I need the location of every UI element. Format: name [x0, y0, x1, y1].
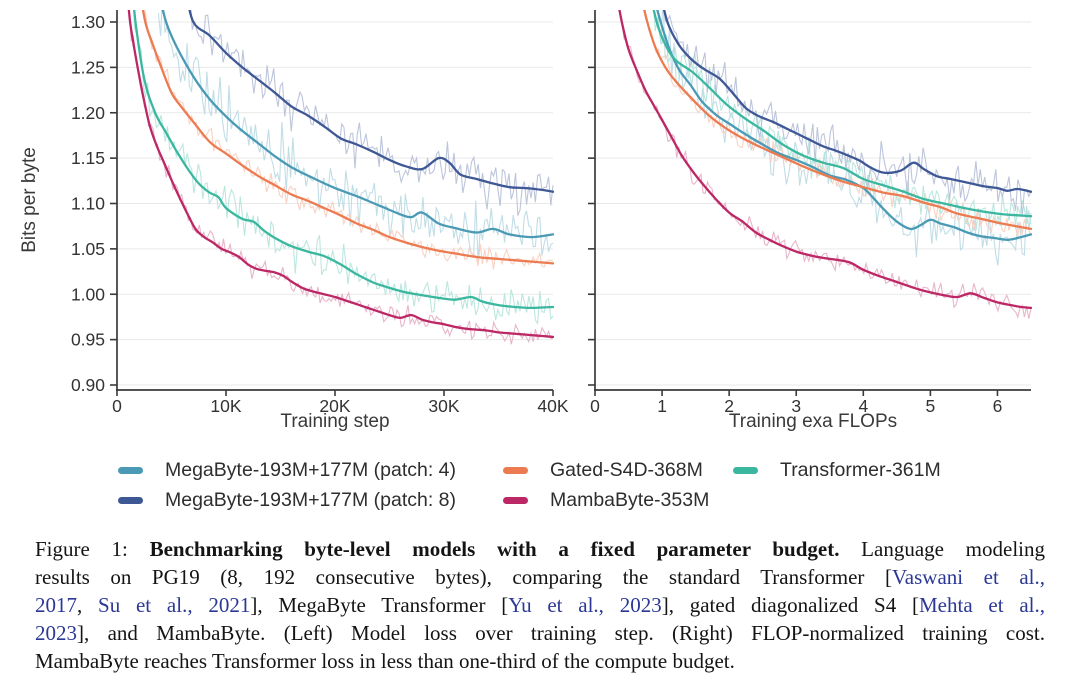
figure-caption: Figure 1: Benchmarking byte-level models… — [35, 535, 1045, 675]
y-tick-label: 1.05 — [71, 239, 105, 259]
smoothed-lines — [618, 10, 1032, 310]
caption-text: MambaByte reaches Transformer loss in le… — [35, 649, 735, 673]
y-tick-label: 1.30 — [71, 12, 105, 32]
y-tick-label: 1.20 — [71, 103, 105, 123]
raw-trace-2 — [643, 10, 1032, 238]
raw-trace-1 — [157, 10, 554, 263]
caption-line: 2017, Su et al., 2021], MegaByte Transfo… — [35, 591, 1045, 619]
series-line-2 — [643, 10, 1032, 231]
legend-item: MegaByte-193M+177M (patch: 4) — [118, 458, 456, 482]
citation-link[interactable]: 2023 — [35, 621, 77, 645]
x-tick-label: 5 — [926, 396, 936, 416]
series-line-4 — [188, 10, 554, 193]
gridlines — [117, 21, 553, 386]
legend-item: MegaByte-193M+177M (patch: 8) — [118, 488, 456, 512]
raw-trace-4 — [663, 10, 1032, 217]
gridlines — [595, 21, 1031, 386]
x-axis-label-right: Training exa FLOPs — [728, 411, 898, 432]
x-tick-label: 3 — [791, 396, 801, 416]
caption-text: results on PG19 (8, 192 consecutive byte… — [35, 565, 892, 589]
series-line-3 — [133, 10, 554, 310]
y-tick-label: 0.90 — [71, 375, 105, 395]
legend-item: Transformer-361M — [733, 458, 941, 482]
y-tick-label: 1.15 — [71, 148, 105, 168]
caption-text: Language modeling — [839, 537, 1046, 561]
smoothed-lines — [127, 10, 554, 339]
legend-swatch-icon — [118, 496, 143, 504]
x-tick-label: 30K — [428, 396, 459, 416]
caption-line: MambaByte reaches Transformer loss in le… — [35, 647, 1045, 675]
series-line-3 — [652, 10, 1032, 218]
caption-line: results on PG19 (8, 192 consecutive byte… — [35, 563, 1045, 591]
legend-label: MegaByte-193M+177M (patch: 8) — [165, 488, 457, 511]
chart-left: 0.90 0.95 1.00 1.05 1.10 1.15 1.20 1.25 1.30 0 10K… — [71, 10, 569, 416]
citation-link[interactable]: 2017 — [35, 593, 77, 617]
raw-traces — [618, 10, 1032, 319]
x-tick-label: 10K — [210, 396, 241, 416]
raw-trace-3 — [133, 10, 554, 326]
legend-label: Transformer-361M — [780, 458, 941, 481]
series-line-5 — [618, 10, 1032, 310]
legend-swatch-icon — [503, 496, 528, 504]
legend-swatch-icon — [503, 466, 528, 474]
citation-link[interactable]: Vaswani et al., — [891, 565, 1045, 589]
legend-item: MambaByte-353M — [503, 488, 709, 512]
raw-trace-5 — [618, 10, 1032, 319]
caption-line: 2023], and MambaByte. (Left) Model loss … — [35, 619, 1045, 647]
y-axis-label: Bits per byte — [19, 147, 40, 253]
caption-line: Figure 1: Benchmarking byte-level models… — [35, 535, 1045, 563]
y-tick-label: 1.00 — [71, 284, 105, 304]
x-tick-label: 4 — [858, 396, 868, 416]
series-line-1 — [161, 10, 554, 239]
x-tick-label: 2 — [724, 396, 734, 416]
y-tick-label: 1.10 — [71, 194, 105, 214]
caption-text: , — [77, 593, 99, 617]
axes: 0.90 0.95 1.00 1.05 1.10 1.15 1.20 1.25 1.30 0 10K… — [71, 10, 569, 416]
legend-swatch-icon — [733, 466, 758, 474]
legend-label: MegaByte-193M+177M (patch: 4) — [165, 458, 457, 481]
citation-link[interactable]: Mehta et al., — [919, 593, 1046, 617]
caption-text: ], MegaByte Transformer [ — [250, 593, 509, 617]
x-tick-label: 20K — [319, 396, 350, 416]
series-line-4 — [662, 10, 1032, 193]
citation-link[interactable]: Su et al., 2021 — [98, 593, 251, 617]
series-line-2 — [141, 10, 554, 265]
series-line-5 — [127, 10, 554, 339]
raw-trace-4 — [190, 10, 554, 216]
x-tick-label: 1 — [657, 396, 667, 416]
x-tick-label: 0 — [112, 396, 122, 416]
legend-label: MambaByte-353M — [550, 488, 710, 511]
chart-right: 0 1 2 3 4 5 6 — [588, 10, 1032, 416]
legend-label: Gated-S4D-368M — [550, 458, 703, 481]
caption-bold-title: Benchmarking byte-level models with a fi… — [149, 537, 840, 561]
charts-canvas: 0.90 0.95 1.00 1.05 1.10 1.15 1.20 1.25 1.30 0 10K… — [71, 10, 1032, 416]
axes: 0 1 2 3 4 5 6 — [588, 10, 1031, 416]
series-line-1 — [656, 10, 1032, 241]
y-tick-label: 0.95 — [71, 330, 105, 350]
x-axis-label-left: Training step — [280, 411, 390, 432]
y-tick-label: 1.25 — [71, 57, 105, 77]
x-tick-label: 0 — [590, 396, 600, 416]
x-tick-label: 40K — [537, 396, 568, 416]
legend-item: Gated-S4D-368M — [503, 458, 703, 482]
caption-text: Figure 1: — [35, 537, 150, 561]
x-tick-label: 6 — [993, 396, 1003, 416]
citation-link[interactable]: Yu et al., 2023 — [508, 593, 662, 617]
legend-swatch-icon — [118, 466, 143, 474]
caption-text: ], gated diagonalized S4 [ — [661, 593, 919, 617]
caption-text: ], and MambaByte. (Left) Model loss over… — [77, 621, 1045, 645]
